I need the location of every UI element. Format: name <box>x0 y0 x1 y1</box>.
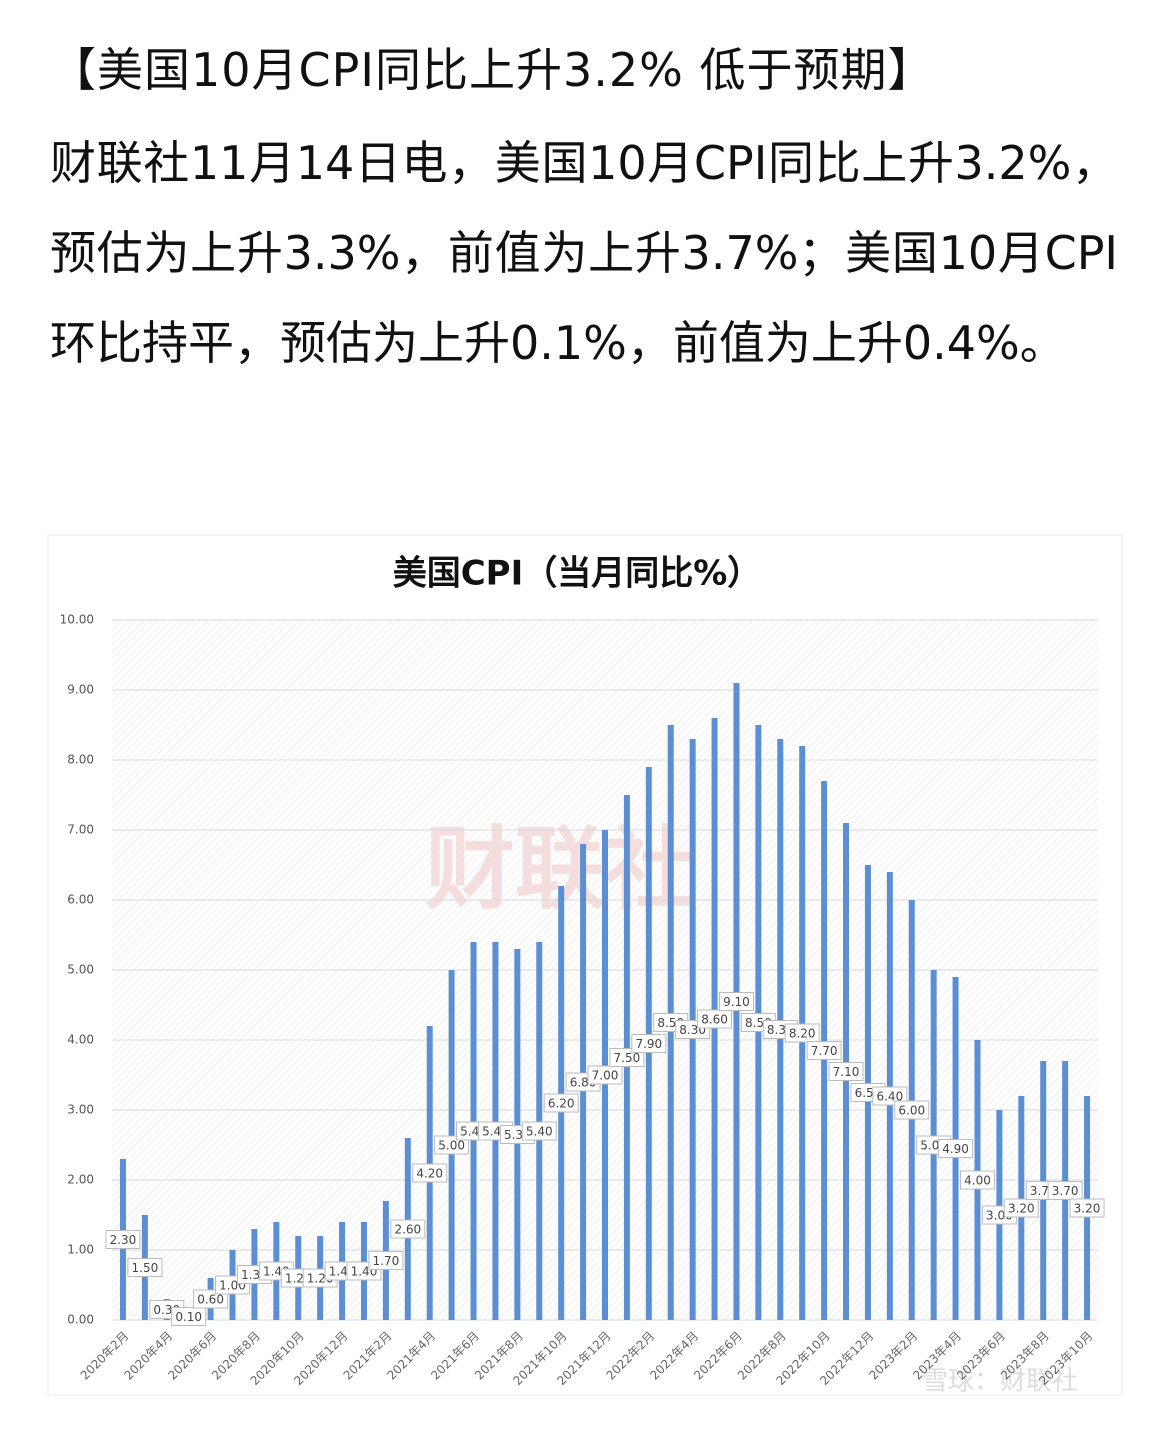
data-label: 0.10 <box>175 1310 202 1324</box>
data-label: 5.00 <box>438 1139 465 1153</box>
data-label: 7.70 <box>811 1044 838 1058</box>
data-label-box <box>105 1230 141 1249</box>
data-label: 3.70 <box>1052 1184 1079 1198</box>
data-label-box <box>521 1121 557 1141</box>
data-label: 4.90 <box>942 1142 969 1156</box>
data-label-box <box>1047 1181 1083 1200</box>
y-tick-label: 2.00 <box>67 1173 94 1187</box>
data-label: 7.00 <box>592 1069 619 1083</box>
y-tick-label: 9.00 <box>67 683 94 697</box>
data-label-box <box>543 1093 579 1113</box>
data-label: 6.00 <box>898 1104 925 1118</box>
data-label: 6.40 <box>876 1090 903 1104</box>
y-tick-label: 3.00 <box>67 1103 94 1117</box>
watermark: 雪球：财联社 <box>922 1367 1078 1397</box>
y-tick-label: 10.00 <box>60 613 94 627</box>
data-label-box <box>1069 1198 1105 1218</box>
data-label: 1.70 <box>373 1254 400 1268</box>
data-label-box <box>127 1258 163 1277</box>
data-label: 3.20 <box>1008 1202 1035 1216</box>
data-label: 7.10 <box>833 1065 860 1079</box>
data-label: 0.60 <box>197 1293 224 1307</box>
data-label: 8.20 <box>789 1027 816 1041</box>
chart-title: 美国CPI（当月同比%） <box>393 554 762 594</box>
data-label: 1.50 <box>132 1261 159 1275</box>
data-label: 5.40 <box>526 1125 553 1139</box>
y-tick-label: 7.00 <box>67 823 94 837</box>
y-tick-label: 8.00 <box>67 753 94 767</box>
data-label: 7.50 <box>614 1051 641 1065</box>
data-label-box <box>412 1163 448 1183</box>
data-label: 4.20 <box>416 1167 443 1181</box>
y-tick-label: 0.00 <box>67 1313 94 1327</box>
article-title: 【美国10月CPI同比上升3.2% 低于预期】 <box>50 43 935 97</box>
data-label-box <box>697 1009 733 1029</box>
data-label-box <box>587 1065 623 1085</box>
data-label-box <box>631 1034 667 1053</box>
data-label-box <box>959 1170 995 1190</box>
data-label-box <box>938 1139 974 1158</box>
article-body: 财联社11月14日电，美国10月CPI同比上升3.2%，预估为上升3.3%，前值… <box>50 136 1118 370</box>
data-label: 7.90 <box>635 1037 662 1051</box>
data-label: 8.60 <box>701 1013 728 1027</box>
data-label-box <box>784 1023 820 1043</box>
data-label: 4.00 <box>964 1174 991 1188</box>
y-tick-label: 1.00 <box>67 1243 94 1257</box>
data-label-box <box>390 1219 426 1239</box>
data-label-box <box>368 1251 404 1270</box>
data-label-box <box>718 992 754 1011</box>
data-label-box <box>828 1062 864 1081</box>
data-label-box <box>171 1307 207 1326</box>
data-label: 9.10 <box>723 995 750 1009</box>
data-label-box <box>1003 1198 1039 1218</box>
data-label: 2.60 <box>394 1223 421 1237</box>
data-label: 6.20 <box>548 1097 575 1111</box>
data-label: 2.30 <box>110 1233 137 1247</box>
data-label: 3.20 <box>1074 1202 1101 1216</box>
y-tick-label: 5.00 <box>67 963 94 977</box>
y-tick-label: 4.00 <box>67 1033 94 1047</box>
y-tick-label: 6.00 <box>67 893 94 907</box>
data-label-box <box>806 1041 842 1060</box>
data-label-box <box>894 1100 930 1120</box>
